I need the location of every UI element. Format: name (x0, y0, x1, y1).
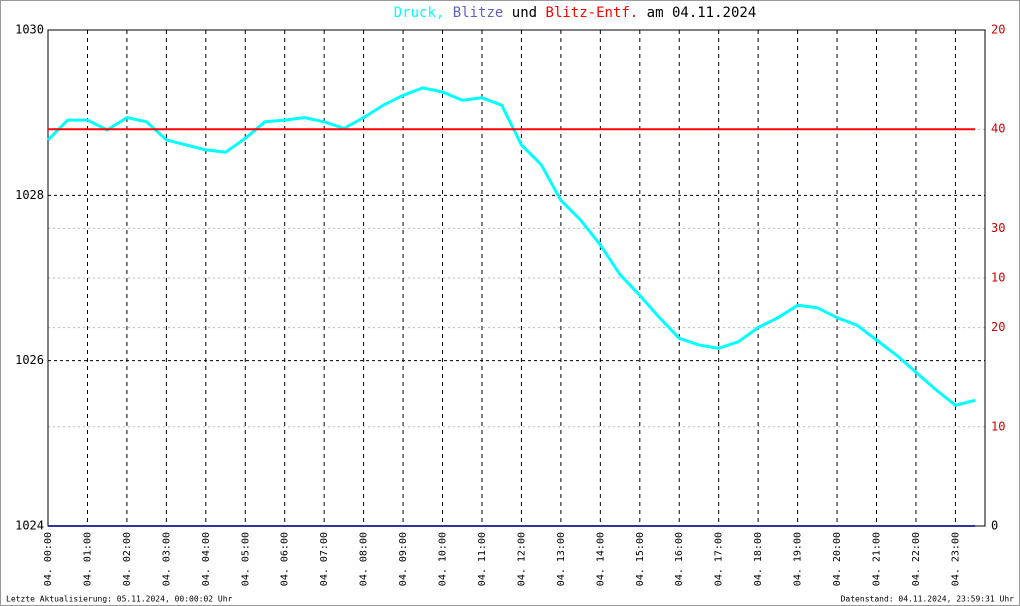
y-tick-label: 1026 (15, 353, 44, 367)
x-tick-label: 04. 12:00 (516, 532, 527, 586)
x-tick-label: 04. 13:00 (556, 532, 567, 586)
x-tick-label: 04. 15:00 (635, 532, 646, 586)
title-text: am 04.11.2024 (647, 5, 757, 21)
y2-tick-label: 30 (991, 221, 1005, 235)
x-tick-label: 04. 10:00 (438, 532, 449, 586)
x-tick-label: 04. 01:00 (82, 532, 93, 586)
x-tick-label: 04. 05:00 (240, 532, 251, 586)
footer-right: Datenstand: 04.11.2024, 23:59:31 Uhr (841, 595, 1015, 604)
y-tick-label: 1028 (15, 188, 44, 202)
footer-left: Letzte Aktualisierung: 05.11.2024, 00:00… (6, 595, 233, 604)
x-tick-label: 04. 06:00 (280, 532, 291, 586)
y-tick-label: 1030 (15, 23, 44, 37)
x-tick-label: 04. 09:00 (398, 532, 409, 586)
title-series-name: Blitz-Entf. (546, 5, 639, 21)
x-tick-label: 04. 07:00 (319, 532, 330, 586)
x-tick-label: 04. 08:00 (359, 532, 370, 586)
x-tick-label: 04. 03:00 (161, 532, 172, 586)
x-tick-label: 04. 22:00 (911, 532, 922, 586)
x-tick-label: 04. 16:00 (674, 532, 685, 586)
x-tick-label: 04. 04:00 (201, 532, 212, 586)
y2-tick-label: 20 (991, 320, 1005, 334)
x-tick-label: 04. 14:00 (595, 532, 606, 586)
x-tick-label: 04. 23:00 (950, 532, 961, 586)
y2-tick-label: 10 (991, 271, 1005, 285)
x-tick-label: 04. 20:00 (832, 532, 843, 586)
title-text: , (436, 5, 444, 21)
x-tick-label: 04. 17:00 (714, 532, 725, 586)
chart-title: Druck, Blitze und Blitz-Entf. am 04.11.2… (394, 5, 757, 21)
title-text: und (512, 5, 537, 21)
title-series-name: Blitze (453, 5, 504, 21)
x-tick-label: 04. 18:00 (753, 532, 764, 586)
y-tick-label: 1024 (15, 519, 44, 533)
y2-tick-label: 10 (991, 419, 1005, 433)
series-line (46, 86, 976, 407)
y2-tick-label: 40 (991, 122, 1005, 136)
x-tick-label: 04. 19:00 (793, 532, 804, 586)
x-tick-label: 04. 21:00 (872, 532, 883, 586)
y2-tick-label: 20 (991, 23, 1005, 37)
title-series-name: Druck (394, 5, 437, 21)
x-tick-label: 04. 02:00 (122, 532, 133, 586)
x-tick-label: 04. 11:00 (477, 532, 488, 586)
x-tick-label: 04. 00:00 (43, 532, 54, 586)
y2-tick-label: 0 (991, 519, 998, 533)
